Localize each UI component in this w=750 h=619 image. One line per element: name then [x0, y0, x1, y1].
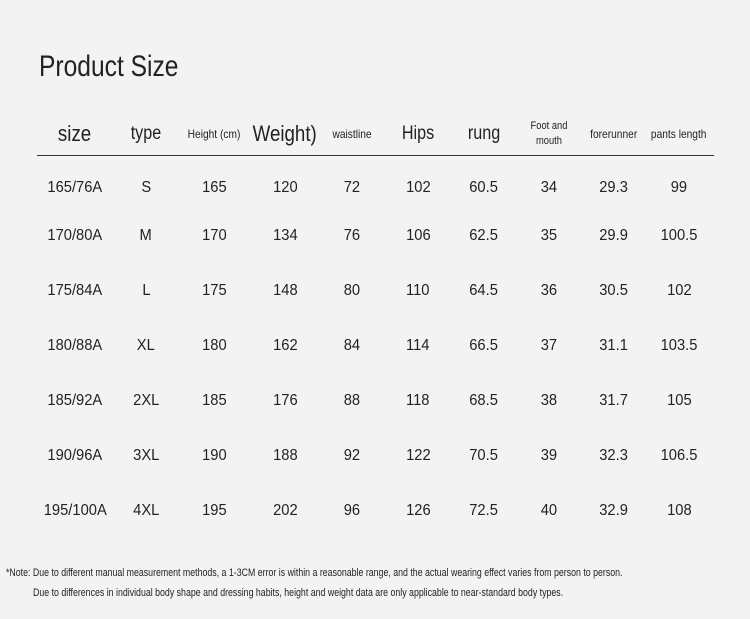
- cell-rung: 72.5: [469, 502, 499, 519]
- cell-type: 4XL: [132, 502, 160, 519]
- cell-hips: 122: [405, 447, 431, 464]
- cell-rung: 62.5: [469, 227, 499, 244]
- cell-hips: 126: [405, 502, 431, 519]
- cell-height: 180: [201, 337, 227, 354]
- cell-forerunner: 31.7: [599, 392, 629, 409]
- cell-hips: 106: [405, 227, 431, 244]
- cell-waistline: 96: [343, 502, 361, 519]
- cell-pants-length: 99: [670, 179, 688, 196]
- cell-forerunner: 30.5: [599, 282, 629, 299]
- cell-weight: 188: [272, 447, 298, 464]
- cell-pants-length: 103.5: [660, 337, 698, 354]
- cell-weight: 162: [272, 337, 298, 354]
- cell-type: 2XL: [132, 392, 160, 409]
- column-header-foot-and-mouth: Foot and mouth: [530, 119, 568, 147]
- cell-height: 165: [201, 179, 227, 196]
- cell-forerunner: 29.3: [599, 179, 629, 196]
- cell-forerunner: 31.1: [599, 337, 629, 354]
- cell-weight: 148: [272, 282, 298, 299]
- cell-height: 170: [201, 227, 227, 244]
- cell-weight: 120: [272, 179, 298, 196]
- cell-foot-and-mouth: 37: [540, 337, 558, 354]
- cell-weight: 134: [272, 227, 298, 244]
- cell-height: 190: [201, 447, 227, 464]
- table-row: 165/76A S 165 120 72 102 60.5 34 29.3 99: [37, 173, 714, 203]
- cell-height: 175: [201, 282, 227, 299]
- cell-foot-and-mouth: 36: [540, 282, 558, 299]
- cell-rung: 60.5: [469, 179, 499, 196]
- cell-size: 180/88A: [47, 337, 103, 354]
- note-line-2: Due to differences in individual body sh…: [33, 587, 564, 599]
- table-header: size type Height (cm) Weight) waistline …: [37, 112, 714, 156]
- size-table: size type Height (cm) Weight) waistline …: [37, 112, 714, 519]
- table-row: 190/96A 3XL 190 188 92 122 70.5 39 32.3 106.5: [37, 441, 714, 471]
- cell-size: 190/96A: [47, 447, 103, 464]
- cell-type: 3XL: [132, 447, 160, 464]
- cell-waistline: 72: [343, 179, 361, 196]
- cell-forerunner: 32.9: [599, 502, 629, 519]
- column-header-weight: Weight): [252, 120, 318, 146]
- column-header-rung: rung: [467, 122, 501, 144]
- cell-pants-length: 105: [666, 392, 692, 409]
- cell-pants-length: 108: [666, 502, 692, 519]
- cell-hips: 118: [406, 392, 430, 409]
- cell-size: 175/84A: [47, 282, 103, 299]
- cell-hips: 102: [405, 179, 431, 196]
- table-row: 185/92A 2XL 185 176 88 118 68.5 38 31.7 105: [37, 386, 714, 416]
- cell-height: 195: [201, 502, 227, 519]
- cell-rung: 64.5: [469, 282, 499, 299]
- column-header-size: size: [58, 120, 92, 146]
- column-header-forerunner: forerunner: [590, 126, 638, 141]
- column-header-hips: Hips: [401, 122, 435, 144]
- cell-foot-and-mouth: 40: [540, 502, 558, 519]
- cell-pants-length: 106.5: [660, 447, 698, 464]
- cell-waistline: 84: [343, 337, 361, 354]
- cell-pants-length: 102: [666, 282, 692, 299]
- cell-hips: 114: [406, 337, 430, 354]
- cell-rung: 68.5: [469, 392, 499, 409]
- table-row: 170/80A M 170 134 76 106 62.5 35 29.9 100.5: [37, 221, 714, 251]
- cell-height: 185: [201, 392, 227, 409]
- cell-foot-and-mouth: 38: [540, 392, 558, 409]
- cell-rung: 66.5: [469, 337, 499, 354]
- cell-forerunner: 29.9: [599, 227, 629, 244]
- cell-type: S: [141, 179, 151, 196]
- cell-size: 195/100A: [43, 502, 107, 519]
- column-header-height: Height (cm): [187, 126, 241, 141]
- cell-waistline: 92: [343, 447, 361, 464]
- cell-weight: 176: [272, 392, 298, 409]
- cell-size: 185/92A: [47, 392, 103, 409]
- table-row: 195/100A 4XL 195 202 96 126 72.5 40 32.9 108: [37, 496, 714, 526]
- cell-forerunner: 32.3: [599, 447, 629, 464]
- table-row: 180/88A XL 180 162 84 114 66.5 37 31.1 103.5: [37, 331, 714, 361]
- table-row: 175/84A L 175 148 80 110 64.5 36 30.5 102: [37, 276, 714, 306]
- note-line-1: *Note: Due to different manual measureme…: [6, 567, 623, 579]
- cell-waistline: 88: [343, 392, 361, 409]
- column-header-waistline: waistline: [332, 126, 372, 141]
- cell-hips: 110: [406, 282, 430, 299]
- page-title: Product Size: [39, 50, 179, 83]
- cell-foot-and-mouth: 34: [540, 179, 558, 196]
- cell-waistline: 76: [343, 227, 361, 244]
- cell-foot-and-mouth: 35: [540, 227, 558, 244]
- cell-type: XL: [136, 337, 155, 354]
- cell-type: M: [139, 227, 153, 244]
- cell-size: 165/76A: [47, 179, 103, 196]
- cell-pants-length: 100.5: [660, 227, 698, 244]
- cell-rung: 70.5: [469, 447, 499, 464]
- cell-waistline: 80: [343, 282, 361, 299]
- cell-size: 170/80A: [47, 227, 103, 244]
- column-header-pants-length: pants length: [651, 126, 707, 141]
- cell-type: L: [141, 282, 151, 299]
- cell-weight: 202: [272, 502, 298, 519]
- column-header-type: type: [130, 122, 162, 144]
- cell-foot-and-mouth: 39: [540, 447, 558, 464]
